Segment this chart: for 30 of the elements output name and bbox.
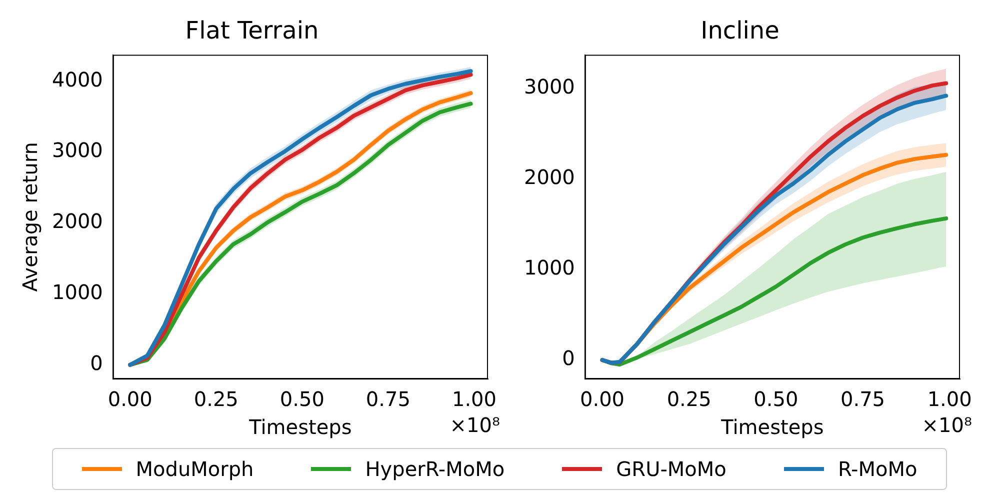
y-tick-label: 4000 (52, 67, 103, 92)
y-tick-label: 0 (562, 346, 575, 370)
legend-label: ModuMorph (136, 457, 254, 481)
y-tick-label: 2000 (52, 209, 103, 234)
chart-title: Flat Terrain (185, 16, 319, 45)
y-tick-label: 0 (90, 351, 103, 376)
text: ×10⁸ (922, 413, 972, 438)
x-tick-label: 0.25 (194, 387, 238, 412)
legend-label: HyperR-MoMo (365, 457, 505, 481)
chart-title: Incline (700, 16, 780, 45)
y-tick-label: 1000 (52, 280, 103, 304)
x-axis-title: Timesteps (248, 415, 352, 440)
x-tick-label: 0.00 (108, 387, 152, 412)
y-tick-label: 1000 (524, 256, 575, 280)
x-tick-label: 0.75 (840, 387, 886, 412)
x-tick-label: 0.25 (666, 387, 712, 412)
x-tick-label: 0.50 (280, 387, 324, 412)
y-axis-title: Average return (18, 142, 42, 292)
x-axis-title: Timesteps (720, 415, 824, 440)
x-tick-label: 0.50 (754, 387, 798, 412)
text: ×10⁸ (450, 413, 500, 438)
y-tick-label: 3000 (52, 138, 103, 162)
y-tick-label: 3000 (524, 74, 575, 99)
legend-label: GRU-MoMo (616, 457, 726, 481)
x-tick-label: 1.00 (452, 387, 496, 412)
x-tick-label: 0.00 (580, 387, 625, 412)
legend-label: R-MoMo (838, 457, 918, 481)
x-tick-label: 1.00 (927, 387, 972, 412)
y-tick-label: 2000 (524, 165, 575, 190)
x-tick-label: 0.75 (366, 387, 410, 412)
